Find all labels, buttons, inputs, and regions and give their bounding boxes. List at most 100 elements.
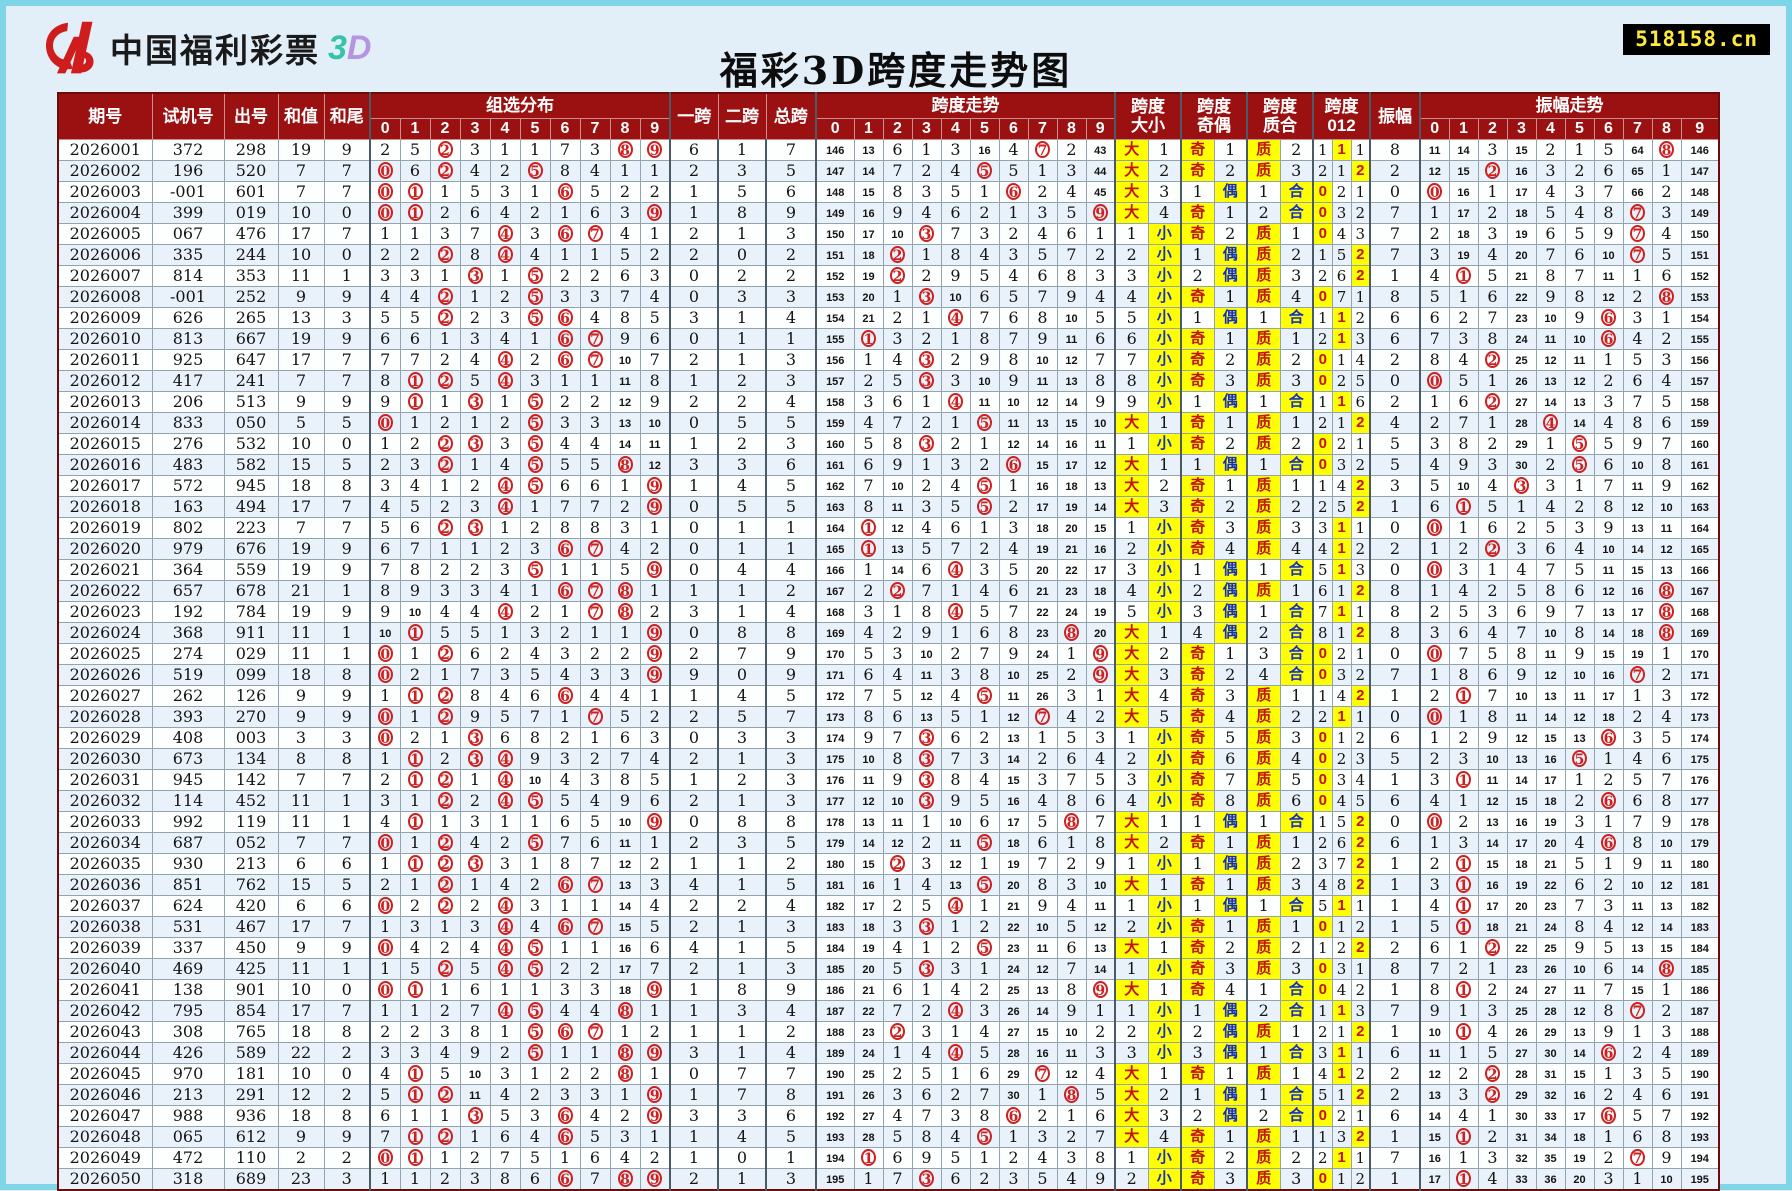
cell-kuadu-4: 12 bbox=[940, 852, 971, 875]
cell-012-0: 0 bbox=[1312, 957, 1333, 980]
miss-count: 182 bbox=[826, 900, 845, 913]
cell-zhenfu-zoushi-3: 4 bbox=[1506, 558, 1537, 581]
cell-kuadu-6: 12 bbox=[998, 432, 1029, 455]
cell-span-total: 5 bbox=[765, 1125, 817, 1148]
hit-circle: 5 bbox=[527, 434, 543, 453]
miss-count: 2 bbox=[649, 1021, 660, 1041]
miss-count: 1 bbox=[1487, 559, 1498, 579]
miss-count: 2 bbox=[979, 538, 990, 558]
cell-zhenfu-zoushi-9: 178 bbox=[1680, 810, 1720, 833]
cell-kuadu-8: 8 bbox=[1056, 1083, 1087, 1106]
cell-kuadu-9: 2 bbox=[1085, 705, 1116, 728]
cell-kuadu-1: 9 bbox=[853, 726, 884, 749]
cell-span1: 2 bbox=[669, 705, 719, 728]
hit-circle: 2 bbox=[437, 308, 453, 327]
cell-zuxuan-0: 2 bbox=[369, 243, 401, 266]
table-row: 2026035 930 213 6 6 1 1 2 3 3 1 8 7 12 2 1 1 2 180 15 2 3 12 1 1… bbox=[57, 852, 1720, 875]
cell-zuxuan-2: 2 bbox=[429, 516, 461, 539]
miss-count: 173 bbox=[1690, 711, 1709, 724]
miss-count: 3 bbox=[499, 664, 511, 684]
cell-012-0: 0 bbox=[1312, 1167, 1333, 1191]
miss-count: 1 bbox=[1516, 496, 1527, 516]
cell-zuxuan-3: 4 bbox=[459, 600, 491, 623]
cell-zuxuan-9: 5 bbox=[639, 306, 671, 329]
miss-count: 3 bbox=[1225, 370, 1236, 390]
cell-span1: 3 bbox=[669, 1041, 719, 1064]
cell-period: 2026025 bbox=[57, 642, 153, 665]
miss-count: 11 bbox=[1065, 1047, 1078, 1060]
table-row: 2026028 393 270 9 9 0 1 2 9 5 7 1 7 5 2 2 5 7 173 8 6 13 5 1 12 7… bbox=[57, 705, 1720, 728]
header-zuxuan: 组选分布 bbox=[369, 92, 671, 119]
cell-zuxuan-1: 3 bbox=[399, 1041, 431, 1064]
cell-zhenfu-zoushi-5: 4 bbox=[1564, 831, 1595, 854]
cell-zuxuan-0: 1 bbox=[369, 432, 401, 455]
miss-count: 2 bbox=[1258, 1000, 1269, 1020]
cell-span-total: 2 bbox=[765, 264, 817, 287]
miss-count: 2 bbox=[1192, 580, 1203, 600]
miss-count: 4 bbox=[1574, 202, 1585, 222]
miss-count: 2 bbox=[979, 454, 990, 474]
hit-circle: 8 bbox=[617, 1169, 633, 1188]
cell-kuadu-7: 9 bbox=[1027, 894, 1058, 917]
miss-count: 2 bbox=[1317, 1022, 1328, 1041]
cell-kuadu-4: 10 bbox=[940, 810, 971, 833]
miss-count: 1 bbox=[1258, 181, 1269, 201]
miss-count: 4 bbox=[1355, 350, 1366, 369]
cell-012-0: 1 bbox=[1312, 474, 1333, 497]
miss-count: 1 bbox=[1126, 223, 1137, 243]
miss-count: 1 bbox=[1291, 328, 1302, 348]
cell-zhenfu-zoushi-3: 6 bbox=[1506, 600, 1537, 623]
miss-count: 2 bbox=[499, 538, 511, 558]
miss-count: 16 bbox=[1602, 669, 1615, 682]
miss-count: 2 bbox=[1192, 265, 1203, 285]
cell-zhenfu-zoushi-2: 2 bbox=[1477, 1062, 1508, 1085]
cell-zuxuan-4: 8 bbox=[489, 1167, 521, 1191]
cell-zhenfu-zoushi-1: 7 bbox=[1448, 411, 1479, 434]
miss-count: 13 bbox=[1428, 1089, 1441, 1102]
cell-kuadu-7: 6 bbox=[1027, 264, 1058, 287]
hit-circle: 2 bbox=[437, 140, 453, 159]
miss-count: 9 bbox=[950, 265, 961, 285]
cell-kuadu-8: 6 bbox=[1056, 936, 1087, 959]
miss-count: 3 bbox=[736, 1000, 748, 1020]
cell-012-0: 4 bbox=[1312, 873, 1333, 896]
cell-kuadu-5: 8 bbox=[969, 1104, 1000, 1127]
cell-zuxuan-4: 4 bbox=[489, 999, 521, 1022]
miss-count: 43 bbox=[1094, 144, 1107, 157]
cell-daxiao-1: 5 bbox=[1147, 705, 1182, 728]
cell-jiou-1: 2 bbox=[1213, 159, 1248, 182]
cell-zuxuan-8: 5 bbox=[609, 705, 641, 728]
miss-count: 5 bbox=[439, 1063, 451, 1083]
miss-count: 8 bbox=[469, 685, 481, 705]
hit-circle: 5 bbox=[977, 938, 992, 957]
cell-zhenfu-zoushi-4: 7 bbox=[1535, 243, 1566, 266]
cell-test-number: 988 bbox=[151, 1104, 225, 1127]
cell-daxiao-0: 3 bbox=[1114, 1041, 1149, 1064]
cell-jiou-0: 2 bbox=[1180, 579, 1215, 602]
cell-012-0: 0 bbox=[1312, 201, 1333, 224]
cell-drawn-number: 134 bbox=[223, 747, 279, 770]
cell-daxiao-0: 3 bbox=[1114, 264, 1149, 287]
miss-count: 1 bbox=[1389, 853, 1401, 873]
cell-kuadu-5: 5 bbox=[969, 600, 1000, 623]
cell-012-0: 2 bbox=[1312, 495, 1333, 518]
cell-kuadu-7: 16 bbox=[1027, 474, 1058, 497]
miss-count: 1 bbox=[1317, 686, 1328, 705]
header-digit-2-4: 4 bbox=[1535, 117, 1566, 140]
miss-count: 5 bbox=[589, 454, 601, 474]
miss-count: 13 bbox=[1036, 417, 1049, 430]
header-digit-2-7: 7 bbox=[1622, 117, 1653, 140]
cell-zhenfu-zoushi-9: 163 bbox=[1680, 495, 1720, 518]
cell-zhenfu-zoushi-9: 181 bbox=[1680, 873, 1720, 896]
miss-count: 24 bbox=[1007, 963, 1020, 976]
cell-zhenfu-zoushi-9: 155 bbox=[1680, 327, 1720, 350]
miss-count: 6 bbox=[469, 202, 481, 222]
miss-count: 4 bbox=[1037, 1147, 1048, 1167]
miss-count: 7 bbox=[1661, 1105, 1672, 1125]
cell-kuadu-0: 185 bbox=[815, 957, 855, 980]
cell-kuadu-0: 162 bbox=[815, 474, 855, 497]
miss-count: 1 bbox=[1355, 1148, 1366, 1167]
miss-count: 1 bbox=[688, 370, 700, 390]
cell-daxiao-1: 1 bbox=[1147, 810, 1182, 833]
miss-count: 9 bbox=[1603, 1021, 1614, 1041]
